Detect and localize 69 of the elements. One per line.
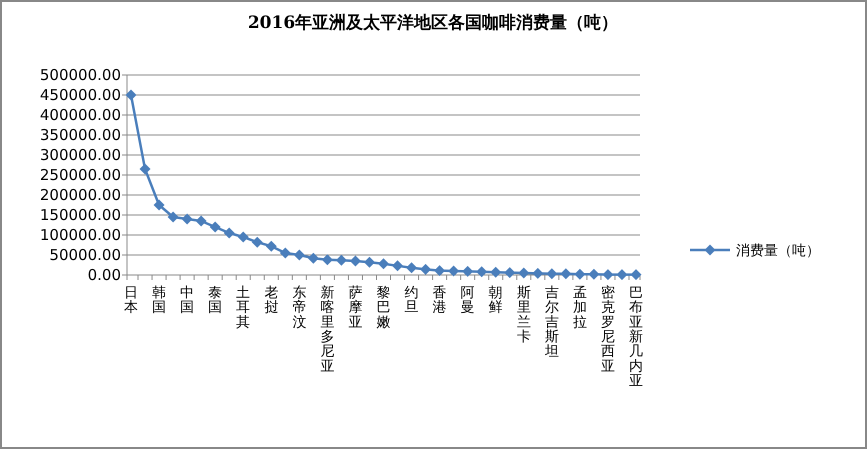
point: [462, 266, 474, 277]
legend-label: 消费量（吨）: [736, 243, 820, 259]
point: [308, 252, 319, 264]
point: [252, 236, 263, 248]
x-tick-label: 老挝: [264, 284, 278, 316]
x-tick-label: 日本: [124, 284, 138, 316]
y-tick-label: 450000.00: [40, 86, 121, 104]
y-tick-label: 50000.00: [49, 246, 121, 264]
x-tick-label: 约旦: [404, 284, 419, 316]
x-tick-label: 斯里兰卡: [516, 284, 531, 345]
x-tick-label: 中国: [180, 284, 194, 316]
point: [420, 264, 432, 275]
point: [224, 228, 235, 238]
point: [266, 240, 277, 252]
point: [392, 260, 404, 272]
y-tick-label: 100000.00: [40, 226, 121, 244]
point: [336, 254, 347, 266]
point: [238, 232, 249, 242]
x-tick-label: 萨摩亚: [348, 284, 362, 330]
x-tick-label: 巴布亚新几内亚: [629, 284, 643, 390]
x-tick-label: 朝鲜: [488, 284, 503, 316]
point: [378, 258, 389, 270]
point: [476, 266, 488, 278]
point: [140, 164, 151, 174]
x-tick-label: 泰国: [208, 284, 222, 316]
point: [546, 268, 558, 280]
point: [364, 256, 375, 268]
y-tick-label: 400000.00: [40, 106, 121, 124]
x-tick-label: 密克罗尼西亚: [600, 284, 615, 374]
point: [532, 268, 544, 279]
point: [448, 266, 460, 276]
point: [574, 268, 586, 280]
x-tick-label: 香港: [432, 284, 447, 316]
point: [588, 268, 600, 280]
y-tick-label: 350000.00: [40, 126, 121, 144]
point: [196, 216, 207, 226]
point: [126, 90, 136, 100]
point: [210, 222, 221, 232]
point: [490, 266, 502, 278]
x-tick-label: 新喀里多尼亚: [320, 284, 334, 374]
y-tick-label: 0.00: [88, 266, 121, 284]
point: [294, 250, 305, 260]
point: [602, 269, 614, 280]
point: [504, 267, 516, 278]
point: [616, 269, 628, 280]
point: [434, 265, 446, 276]
y-tick-label: 500000.00: [40, 66, 121, 84]
point: [560, 268, 572, 280]
x-tick-label: 土耳其: [236, 284, 250, 330]
point: [182, 214, 193, 224]
point: [154, 200, 165, 210]
point: [280, 248, 291, 258]
point: [168, 212, 179, 222]
point: [322, 254, 333, 266]
x-tick-label: 吉尔吉斯坦: [544, 284, 559, 360]
x-tick-label: 黎巴嫩: [376, 284, 390, 330]
x-tick-label: 东帝汶: [292, 284, 306, 330]
point: [518, 268, 530, 278]
chart-title: 2016年亚洲及太平洋地区各国咖啡消费量（吨）: [248, 13, 618, 33]
x-tick-label: 阿曼: [460, 284, 475, 316]
x-tick-label: 韩国: [152, 284, 166, 316]
y-tick-label: 200000.00: [40, 186, 121, 204]
y-tick-label: 300000.00: [40, 146, 121, 164]
x-tick-label: 孟加拉: [572, 284, 587, 330]
y-tick-label: 250000.00: [40, 166, 121, 184]
point: [350, 256, 361, 266]
point: [630, 269, 642, 280]
point: [406, 262, 418, 274]
y-tick-label: 150000.00: [40, 206, 121, 224]
